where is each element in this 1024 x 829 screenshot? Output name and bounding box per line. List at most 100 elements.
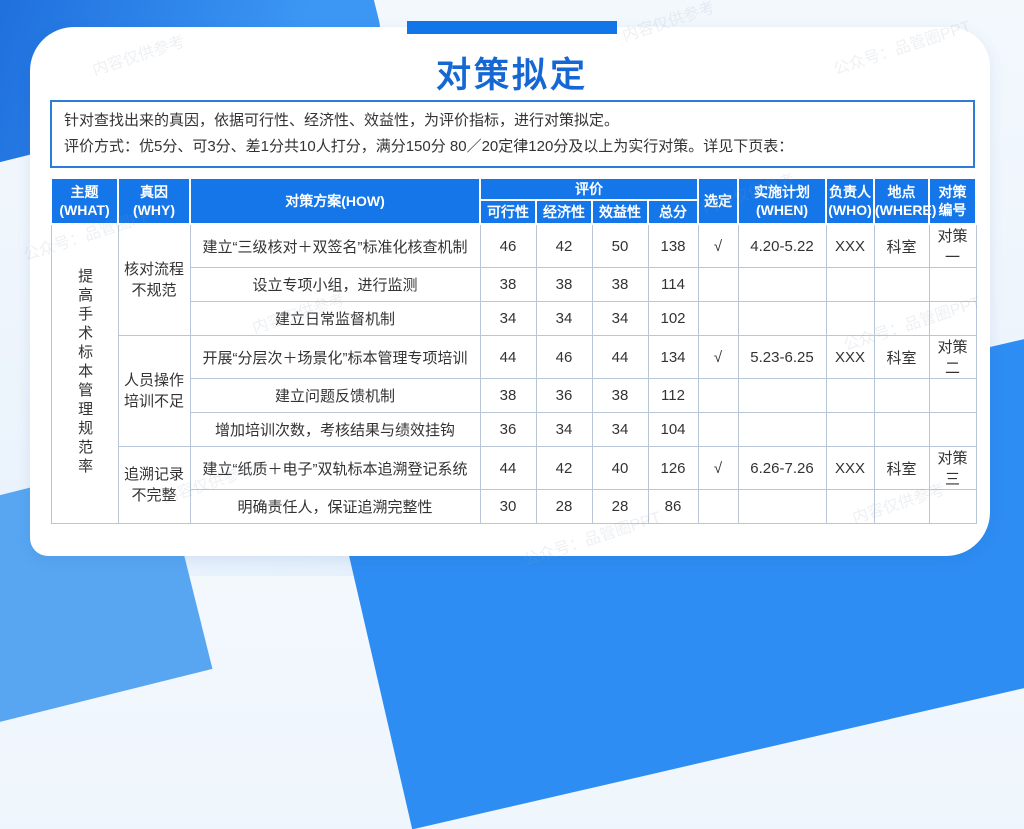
cell-total: 114 xyxy=(647,267,699,303)
col-header-why: 真因 (WHY) xyxy=(117,176,191,226)
col-header-selected: 选定 xyxy=(697,176,739,226)
cell-when xyxy=(737,301,827,337)
cell-code xyxy=(928,267,977,303)
cell-feasibility: 36 xyxy=(479,412,537,448)
cell-selected: √ xyxy=(697,446,739,491)
cell-where xyxy=(873,267,930,303)
cell-code: 对策一 xyxy=(928,223,977,269)
col-header-where: 地点 (WHERE) xyxy=(873,176,936,226)
cell-feasibility: 46 xyxy=(479,223,537,269)
countermeasure-table: 主题 (WHAT) 真因 (WHY) 对策方案(HOW) 评价 选定 实施计划 (WH… xyxy=(50,176,977,525)
cell-feasibility: 44 xyxy=(479,446,537,491)
cell-where xyxy=(873,412,930,448)
cell-when: 4.20-5.22 xyxy=(737,223,827,269)
col-header-economy: 经济性 xyxy=(535,199,593,226)
intro-line-1: 针对查找出来的真因，依据可行性、经济性、效益性，为评价指标，进行对策拟定。 xyxy=(64,112,620,129)
cell-who: XXX xyxy=(825,335,875,380)
cell-feasibility: 34 xyxy=(479,301,537,337)
cell-feasibility: 38 xyxy=(479,267,537,303)
col-header-eval: 评价 xyxy=(479,176,699,202)
cell-who xyxy=(825,267,875,303)
col-header-feasibility: 可行性 xyxy=(479,199,537,226)
cell-total: 102 xyxy=(647,301,699,337)
cell-total: 104 xyxy=(647,412,699,448)
col-header-code: 对策 编号 xyxy=(928,176,977,226)
table-row: 建立问题反馈机制 38 36 38 112 xyxy=(51,378,977,414)
cell-how: 设立专项小组，进行监测 xyxy=(189,267,481,303)
title-accent-bar xyxy=(407,21,617,34)
table-row: 提高手术标本管理规范率 核对流程不规范 建立“三级核对＋双签名”标准化核查机制 … xyxy=(50,223,977,525)
cell-economy: 34 xyxy=(535,301,593,337)
cell-economy: 42 xyxy=(535,223,593,269)
cell-why-group3: 追溯记录不完整 xyxy=(117,446,191,525)
cell-total: 138 xyxy=(647,223,699,269)
cell-benefit: 34 xyxy=(591,301,649,337)
cell-where: 科室 xyxy=(873,223,930,269)
intro-box: 针对查找出来的真因，依据可行性、经济性、效益性，为评价指标，进行对策拟定。 评价… xyxy=(50,100,975,168)
cell-code: 对策二 xyxy=(928,335,977,380)
cell-code xyxy=(928,378,977,414)
cell-benefit: 28 xyxy=(591,489,649,525)
cell-why-group1: 核对流程不规范 xyxy=(117,223,191,337)
cell-when: 6.26-7.26 xyxy=(737,446,827,491)
cell-who xyxy=(825,301,875,337)
table-row: 追溯记录不完整 建立“纸质＋电子”双轨标本追溯登记系统 44 42 40 126… xyxy=(51,446,977,525)
cell-how: 建立“纸质＋电子”双轨标本追溯登记系统 xyxy=(189,446,481,491)
cell-selected xyxy=(697,489,739,525)
cell-how: 建立问题反馈机制 xyxy=(189,378,481,414)
cell-feasibility: 44 xyxy=(479,335,537,380)
col-header-total: 总分 xyxy=(647,199,699,226)
cell-where: 科室 xyxy=(873,446,930,491)
cell-who xyxy=(825,412,875,448)
cell-when xyxy=(737,412,827,448)
cell-code xyxy=(928,412,977,448)
cell-when: 5.23-6.25 xyxy=(737,335,827,380)
cell-where: 科室 xyxy=(873,335,930,380)
cell-who xyxy=(825,378,875,414)
cell-when xyxy=(737,378,827,414)
cell-feasibility: 30 xyxy=(479,489,537,525)
cell-economy: 38 xyxy=(535,267,593,303)
cell-total: 86 xyxy=(647,489,699,525)
cell-selected xyxy=(697,267,739,303)
cell-how: 建立日常监督机制 xyxy=(189,301,481,337)
cell-economy: 28 xyxy=(535,489,593,525)
cell-who: XXX xyxy=(825,446,875,491)
cell-when xyxy=(737,489,827,525)
cell-benefit: 38 xyxy=(591,378,649,414)
cell-economy: 46 xyxy=(535,335,593,380)
cell-benefit: 34 xyxy=(591,412,649,448)
col-header-benefit: 效益性 xyxy=(591,199,649,226)
page-title: 对策拟定 xyxy=(435,56,588,95)
col-header-how: 对策方案(HOW) xyxy=(189,176,481,226)
col-header-theme: 主题 (WHAT) xyxy=(50,176,119,226)
cell-economy: 42 xyxy=(535,446,593,491)
cell-selected xyxy=(697,301,739,337)
cell-how: 明确责任人，保证追溯完整性 xyxy=(189,489,481,525)
cell-total: 126 xyxy=(647,446,699,491)
cell-why-group2: 人员操作培训不足 xyxy=(117,335,191,448)
cell-how: 建立“三级核对＋双签名”标准化核查机制 xyxy=(189,223,481,269)
cell-total: 134 xyxy=(647,335,699,380)
table-row: 明确责任人，保证追溯完整性 30 28 28 86 xyxy=(51,489,977,525)
cell-benefit: 40 xyxy=(591,446,649,491)
cell-selected xyxy=(697,378,739,414)
cell-how: 开展“分层次＋场景化”标本管理专项培训 xyxy=(189,335,481,380)
cell-code: 对策三 xyxy=(928,446,977,491)
cell-code xyxy=(928,301,977,337)
cell-selected: √ xyxy=(697,335,739,380)
cell-feasibility: 38 xyxy=(479,378,537,414)
cell-who: XXX xyxy=(825,223,875,269)
cell-economy: 36 xyxy=(535,378,593,414)
cell-where xyxy=(873,378,930,414)
cell-who xyxy=(825,489,875,525)
table-row: 设立专项小组，进行监测 38 38 38 114 xyxy=(51,267,977,303)
cell-where xyxy=(873,301,930,337)
cell-benefit: 44 xyxy=(591,335,649,380)
cell-benefit: 38 xyxy=(591,267,649,303)
table-row: 增加培训次数，考核结果与绩效挂钩 36 34 34 104 xyxy=(51,412,977,448)
cell-where xyxy=(873,489,930,525)
col-header-who: 负责人 (WHO) xyxy=(825,176,875,226)
cell-theme: 提高手术标本管理规范率 xyxy=(50,223,119,525)
col-header-when: 实施计划 (WHEN) xyxy=(737,176,827,226)
